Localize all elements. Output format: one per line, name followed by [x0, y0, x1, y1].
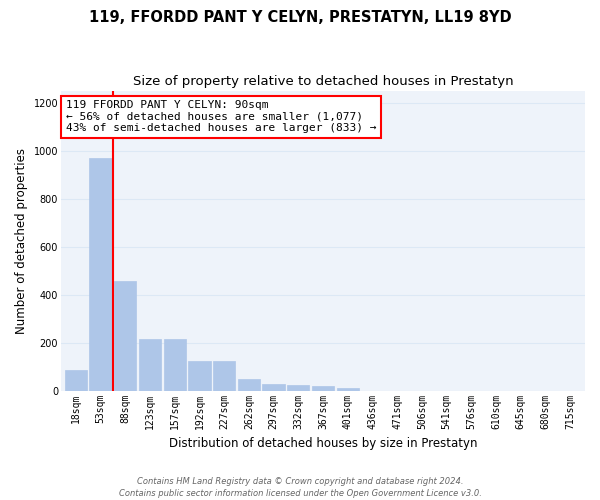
Bar: [337, 388, 359, 390]
Bar: [164, 339, 186, 390]
Y-axis label: Number of detached properties: Number of detached properties: [15, 148, 28, 334]
X-axis label: Distribution of detached houses by size in Prestatyn: Distribution of detached houses by size …: [169, 437, 477, 450]
Bar: [65, 370, 87, 390]
Text: Contains HM Land Registry data © Crown copyright and database right 2024.
Contai: Contains HM Land Registry data © Crown c…: [119, 476, 481, 498]
Bar: [188, 360, 211, 390]
Text: 119, FFORDD PANT Y CELYN, PRESTATYN, LL19 8YD: 119, FFORDD PANT Y CELYN, PRESTATYN, LL1…: [89, 10, 511, 25]
Bar: [287, 384, 310, 390]
Bar: [238, 379, 260, 390]
Bar: [213, 360, 235, 390]
Bar: [114, 282, 136, 391]
Bar: [139, 339, 161, 390]
Title: Size of property relative to detached houses in Prestatyn: Size of property relative to detached ho…: [133, 75, 513, 88]
Bar: [312, 386, 334, 390]
Text: 119 FFORDD PANT Y CELYN: 90sqm
← 56% of detached houses are smaller (1,077)
43% : 119 FFORDD PANT Y CELYN: 90sqm ← 56% of …: [66, 100, 376, 134]
Bar: [262, 384, 284, 390]
Bar: [89, 158, 112, 390]
